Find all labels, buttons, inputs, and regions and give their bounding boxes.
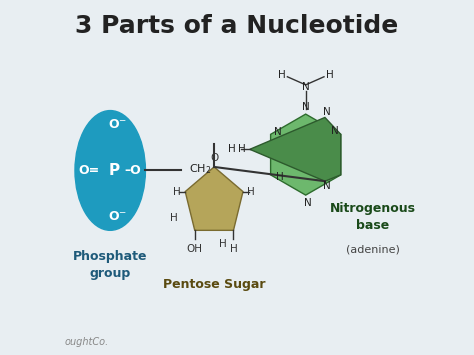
Text: H: H <box>247 187 255 197</box>
Text: N: N <box>302 102 310 112</box>
Text: N: N <box>323 107 330 117</box>
Text: O: O <box>210 153 218 163</box>
Text: OH: OH <box>187 244 203 254</box>
Text: N: N <box>330 126 338 136</box>
Text: N: N <box>302 82 310 92</box>
Text: O$^{-}$: O$^{-}$ <box>108 210 127 223</box>
Text: N: N <box>303 198 311 208</box>
Text: O=: O= <box>78 164 100 177</box>
Text: CH$_{2}$: CH$_{2}$ <box>190 162 212 176</box>
Text: (adenine): (adenine) <box>346 245 400 255</box>
Text: O$^{-}$: O$^{-}$ <box>108 118 127 131</box>
Text: N: N <box>274 126 282 137</box>
Text: Phosphate
group: Phosphate group <box>73 250 147 280</box>
Text: –O: –O <box>125 164 141 177</box>
Text: N: N <box>323 181 330 191</box>
Ellipse shape <box>75 110 146 230</box>
Polygon shape <box>185 167 243 230</box>
Text: H: H <box>170 213 177 223</box>
Text: H: H <box>326 70 334 80</box>
Text: P: P <box>108 163 119 178</box>
Text: Nitrogenous
base: Nitrogenous base <box>329 202 416 232</box>
Text: H: H <box>229 244 237 254</box>
Text: 3 Parts of a Nucleotide: 3 Parts of a Nucleotide <box>75 14 399 38</box>
Text: H: H <box>278 70 286 80</box>
Text: H: H <box>275 171 283 182</box>
Text: Pentose Sugar: Pentose Sugar <box>163 278 265 291</box>
Text: H: H <box>173 187 181 197</box>
Text: oughtCo.: oughtCo. <box>64 337 109 346</box>
Polygon shape <box>271 114 341 195</box>
Text: H: H <box>238 144 246 154</box>
Text: H: H <box>228 144 236 154</box>
Polygon shape <box>250 118 341 181</box>
Text: H: H <box>219 239 227 249</box>
